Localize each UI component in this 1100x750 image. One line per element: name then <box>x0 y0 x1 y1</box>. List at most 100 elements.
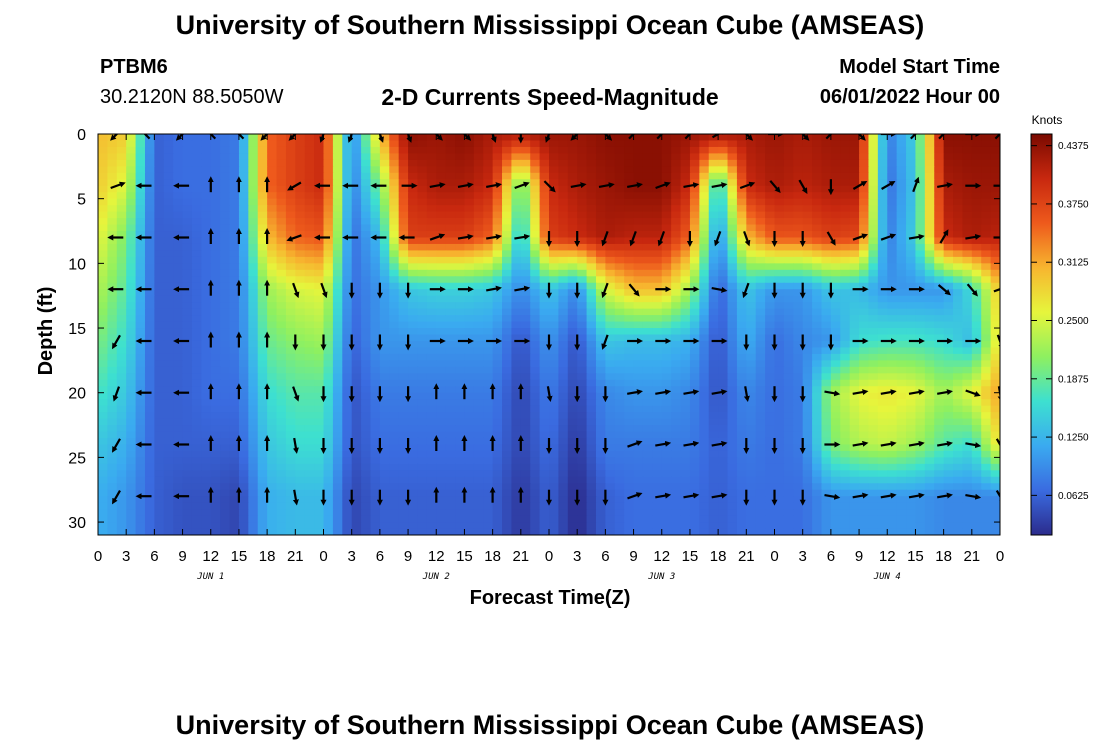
heat-cell <box>990 140 1000 148</box>
heat-cell <box>962 328 973 336</box>
heat-cell <box>962 211 973 219</box>
heat-cell <box>812 263 823 271</box>
heat-cell <box>238 315 249 323</box>
heat-cell <box>605 153 616 161</box>
heat-cell <box>379 418 390 426</box>
heat-cell <box>502 366 513 374</box>
heat-cell <box>408 431 419 439</box>
heat-cell <box>962 263 973 271</box>
heat-cell <box>689 289 700 297</box>
heat-cell <box>765 418 776 426</box>
heat-cell <box>558 340 569 349</box>
heat-cell <box>483 276 494 284</box>
heat-cell <box>774 134 785 142</box>
heat-cell <box>680 192 691 200</box>
heat-cell <box>642 243 653 252</box>
heat-cell <box>671 463 682 471</box>
heat-cell <box>144 347 155 355</box>
heat-cell <box>248 263 259 271</box>
heat-cell <box>774 412 785 420</box>
heat-cell <box>426 205 437 213</box>
heat-cell <box>718 399 729 407</box>
heat-cell <box>173 457 184 465</box>
heat-cell <box>361 437 372 446</box>
heat-cell <box>605 211 616 219</box>
heat-cell <box>173 373 184 381</box>
heat-cell <box>314 315 325 323</box>
heat-cell <box>520 256 531 264</box>
heat-cell <box>173 243 184 252</box>
heat-cell <box>990 289 1000 297</box>
heat-cell <box>304 250 315 258</box>
heat-cell <box>144 334 155 342</box>
heat-cell <box>445 134 456 142</box>
heat-cell <box>962 276 973 284</box>
heat-cell <box>558 302 569 310</box>
heat-cell <box>586 192 597 200</box>
heat-cell <box>924 328 935 336</box>
heat-cell <box>840 405 851 413</box>
heat-cell <box>896 146 907 155</box>
heat-cell <box>173 211 184 219</box>
heat-cell <box>849 276 860 284</box>
heat-cell <box>323 328 334 336</box>
heat-cell <box>906 289 917 297</box>
heat-cell <box>201 269 212 277</box>
heat-cell <box>746 399 757 407</box>
heat-cell <box>511 340 522 349</box>
heat-cell <box>765 295 776 303</box>
heat-cell <box>868 425 879 433</box>
heat-cell <box>943 418 954 426</box>
heat-cell <box>868 224 879 232</box>
heat-cell <box>455 263 466 271</box>
heat-cell <box>971 399 982 407</box>
heat-cell <box>417 334 428 342</box>
heat-cell <box>257 366 268 374</box>
heat-cell <box>257 379 268 387</box>
heat-cell <box>765 276 776 284</box>
heat-cell <box>708 302 719 310</box>
heat-cell <box>398 134 409 142</box>
heat-cell <box>802 425 813 433</box>
heat-cell <box>793 418 804 426</box>
heat-cell <box>436 302 447 310</box>
heat-cell <box>257 205 268 213</box>
heat-cell <box>539 146 550 155</box>
heat-cell <box>304 198 315 206</box>
heat-cell <box>605 431 616 439</box>
heat-cell <box>473 243 484 252</box>
heat-cell <box>586 302 597 310</box>
heat-cell <box>238 366 249 374</box>
heat-cell <box>802 146 813 155</box>
heat-cell <box>389 205 400 213</box>
heat-cell <box>464 340 475 349</box>
heat-cell <box>342 431 353 439</box>
heat-cell <box>661 159 672 167</box>
heat-cell <box>229 205 240 213</box>
heat-cell <box>473 269 484 277</box>
heat-cell <box>530 386 541 394</box>
heat-cell <box>182 172 193 180</box>
heat-cell <box>342 412 353 420</box>
heat-cell <box>154 431 165 439</box>
heat-cell <box>98 205 108 213</box>
heat-cell <box>361 392 372 400</box>
heat-cell <box>906 360 917 368</box>
heat-cell <box>558 360 569 368</box>
heat-cell <box>868 328 879 336</box>
heat-cell <box>502 444 513 452</box>
heat-cell <box>107 166 118 174</box>
heat-cell <box>398 321 409 329</box>
heat-cell <box>323 140 334 148</box>
heat-cell <box>812 386 823 394</box>
heat-cell <box>473 198 484 206</box>
heat-cell <box>652 243 663 252</box>
heat-cell <box>483 431 494 439</box>
heat-cell <box>708 412 719 420</box>
heat-cell <box>295 243 306 252</box>
heat-cell <box>351 172 362 180</box>
heat-cell <box>896 295 907 303</box>
heat-cell <box>361 444 372 452</box>
heat-cell <box>765 405 776 413</box>
heat-cell <box>821 340 832 349</box>
